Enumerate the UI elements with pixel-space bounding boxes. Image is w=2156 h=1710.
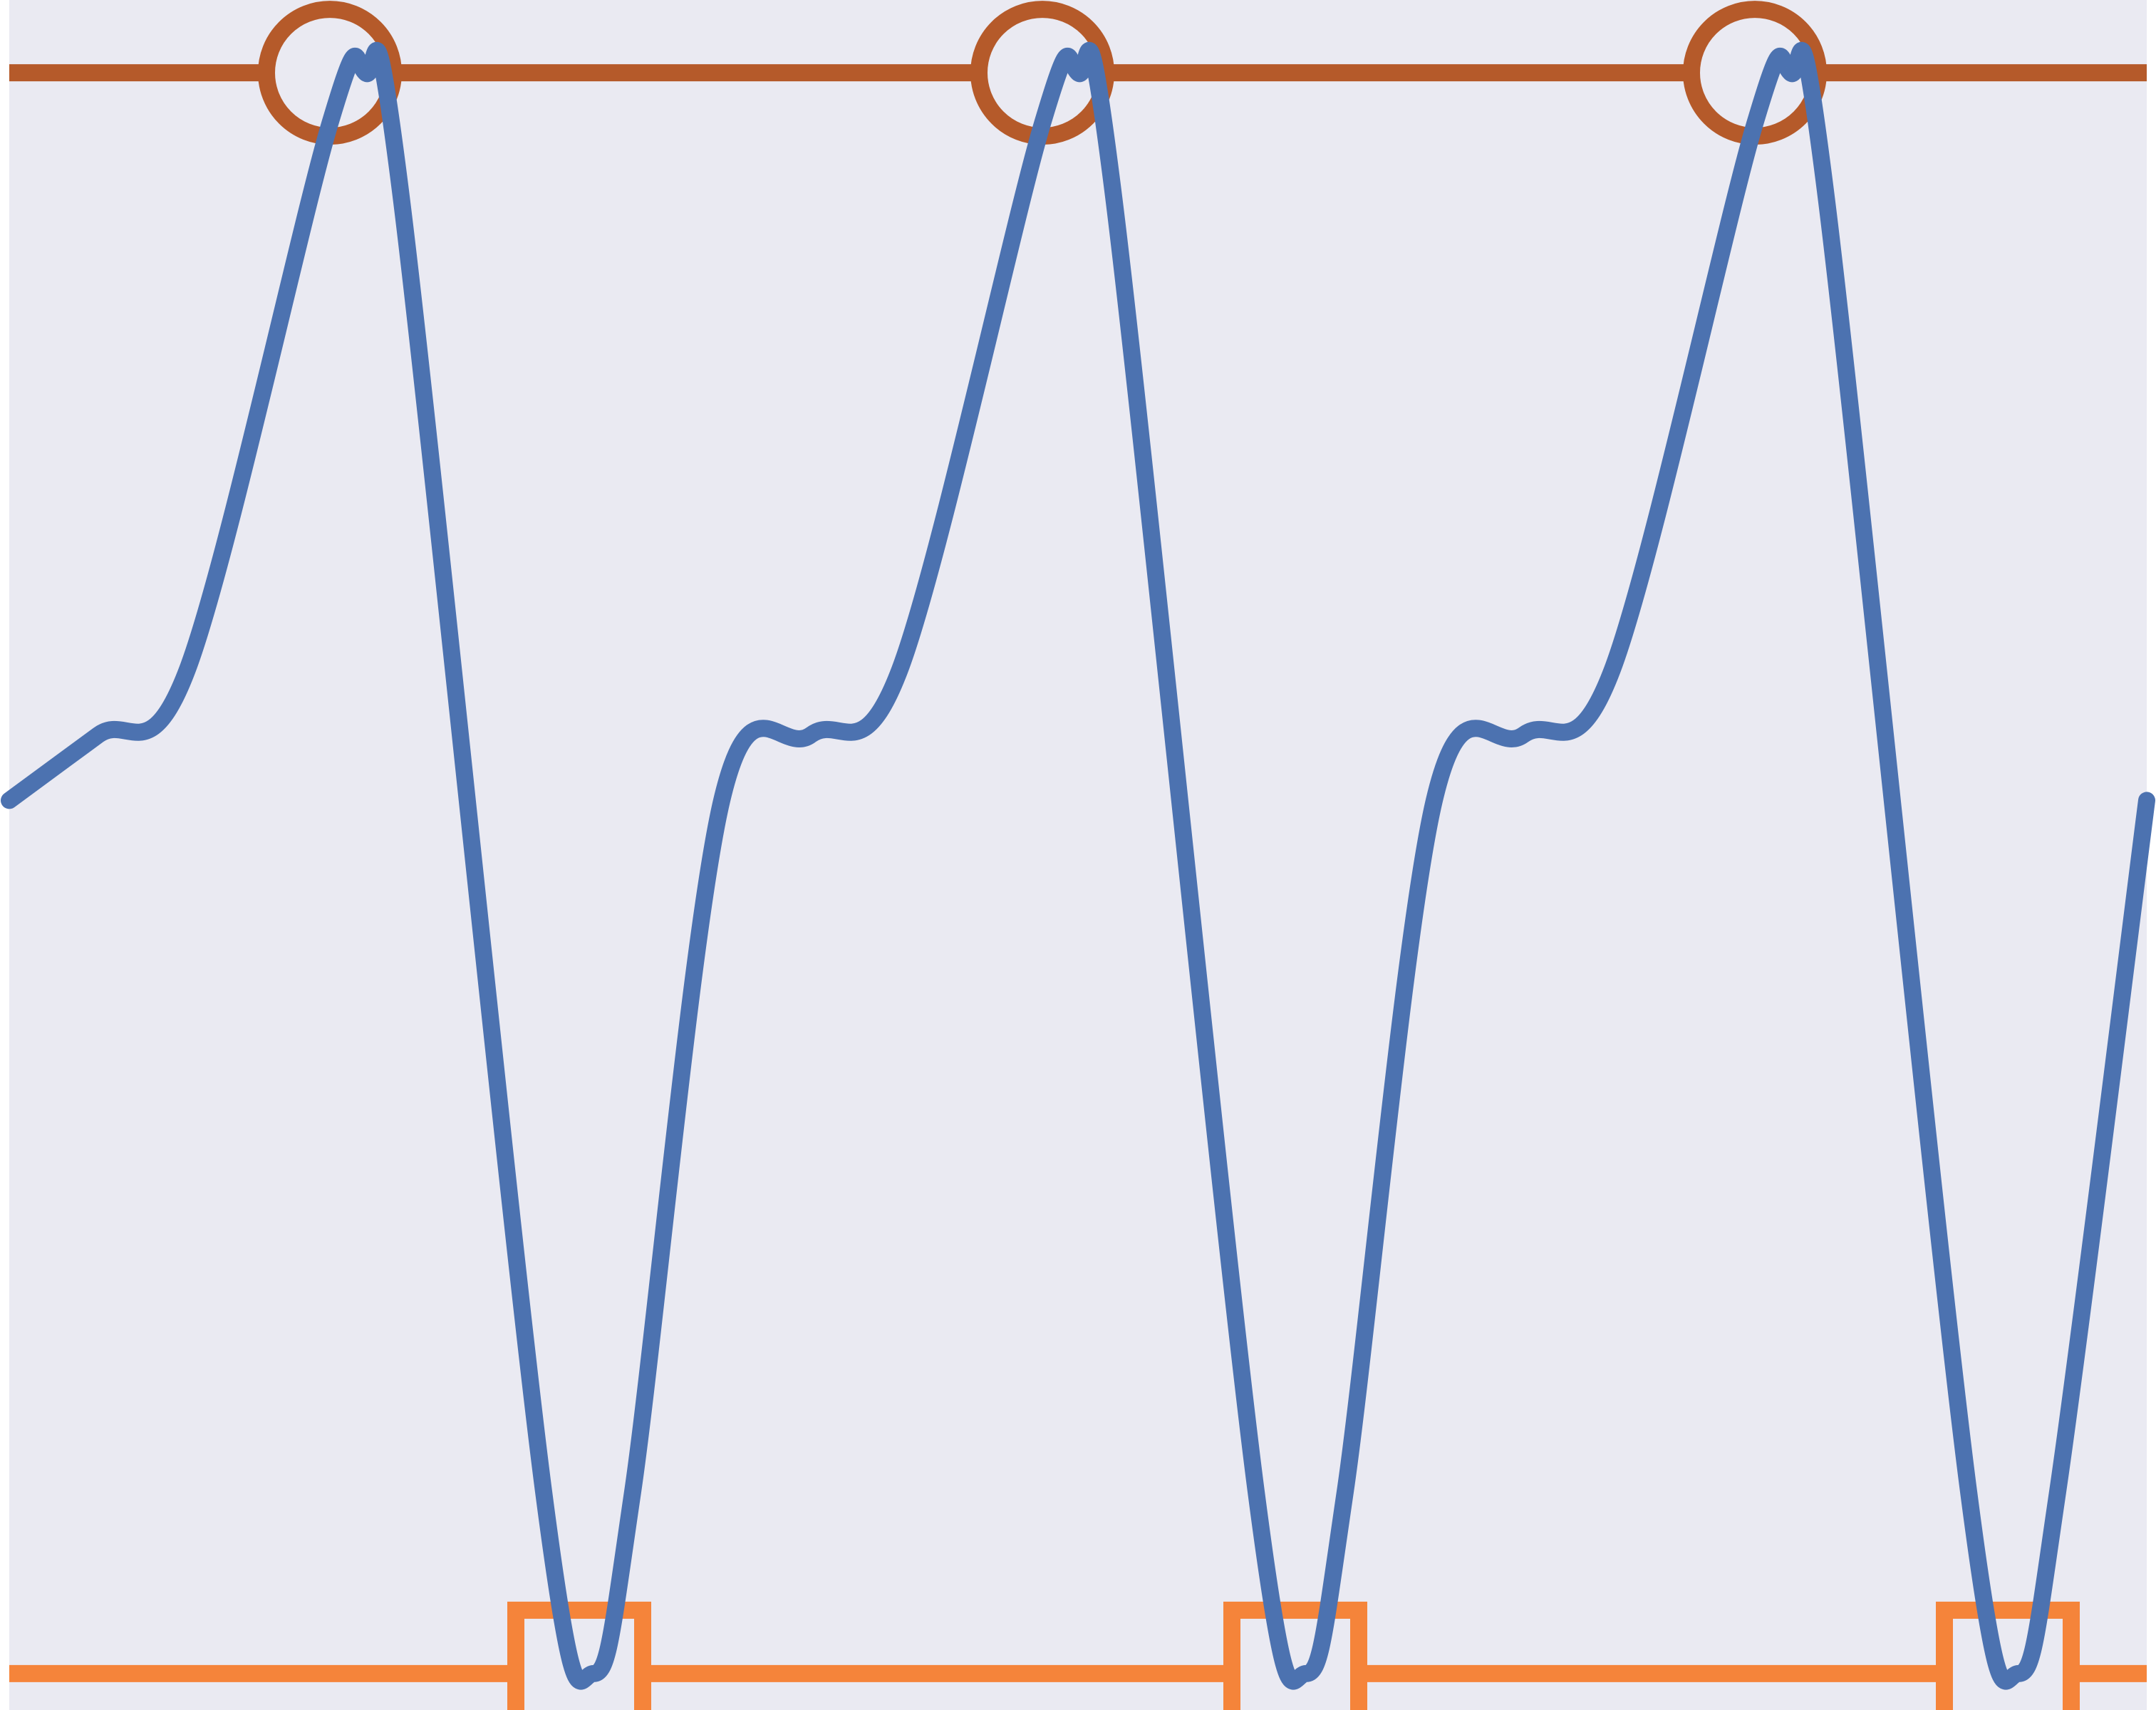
min_level-square-marker-2 <box>1223 1601 1367 1710</box>
signal-line <box>1 41 2155 1690</box>
min_level-square-marker-3 <box>1936 1601 2080 1710</box>
min_level-square-marker-1 <box>507 1601 651 1710</box>
plot-background <box>9 0 2147 1710</box>
